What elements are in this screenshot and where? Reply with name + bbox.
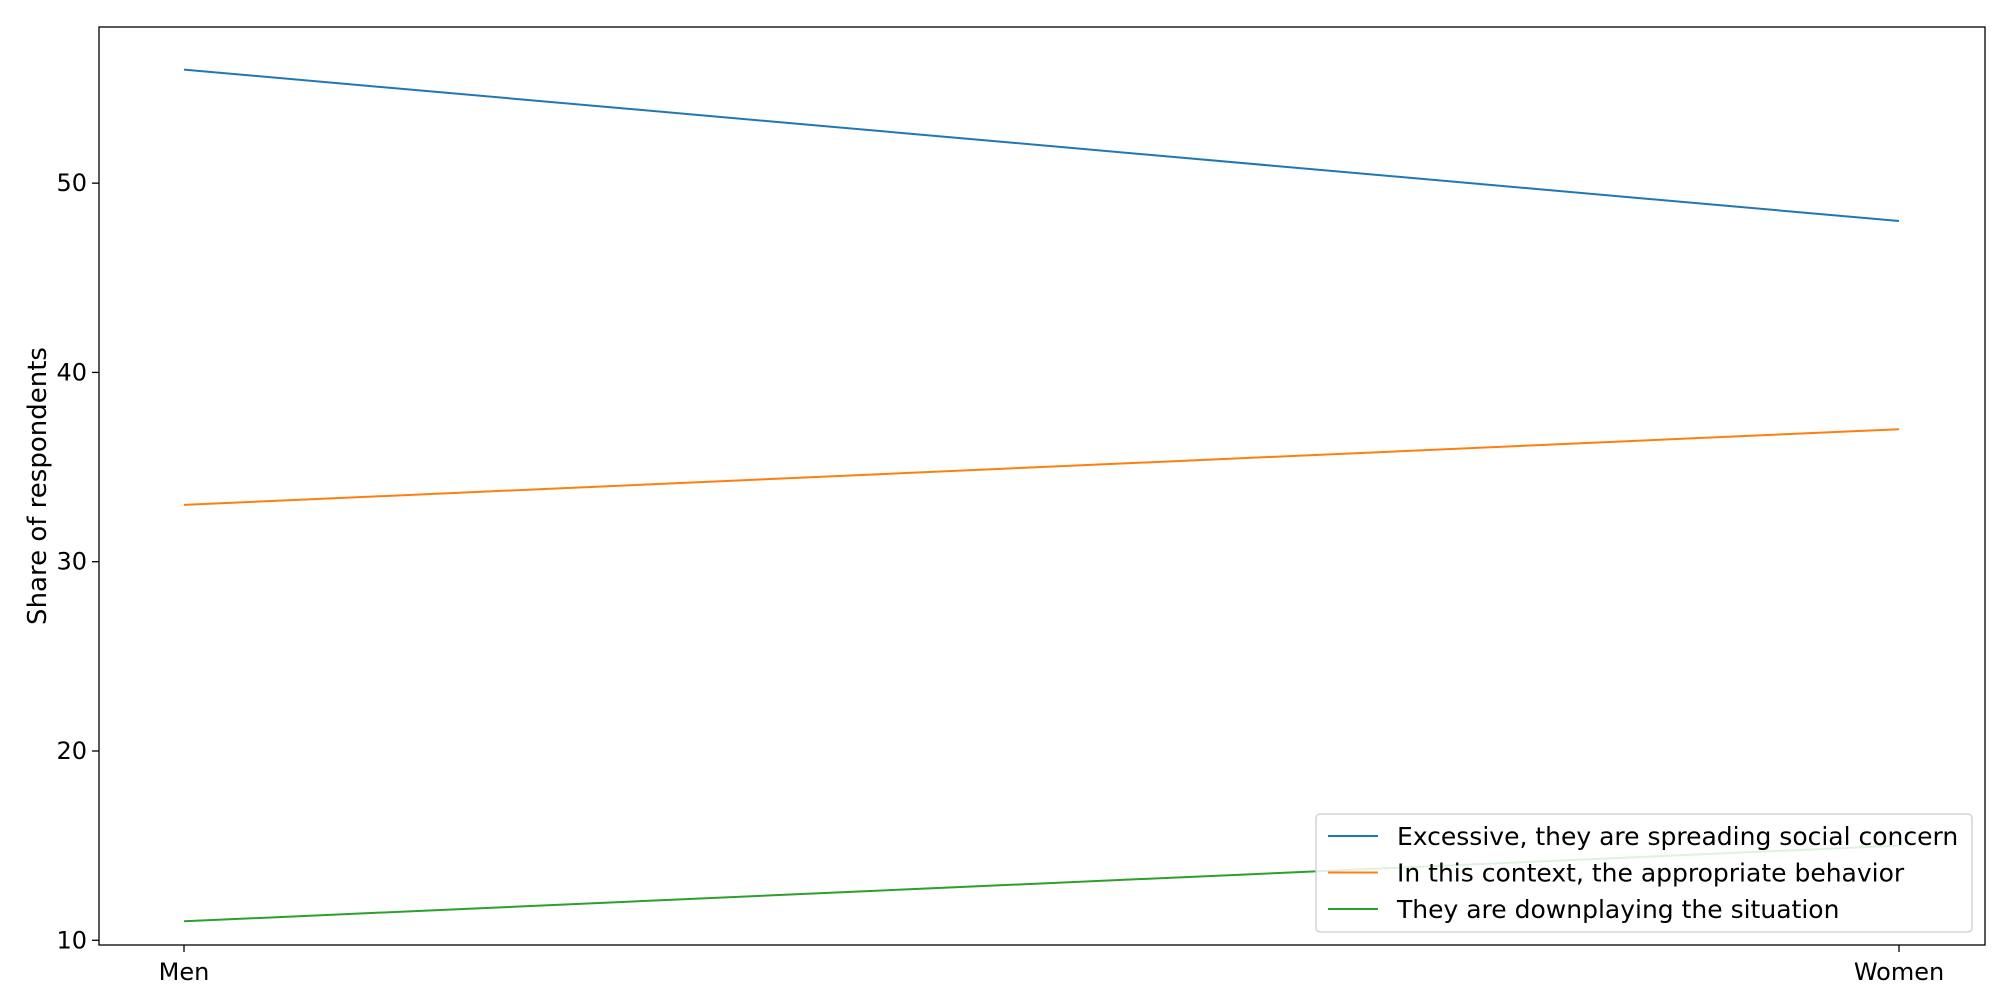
series-line	[183, 428, 1900, 506]
legend-label: In this context, the appropriate behavio…	[1397, 859, 1905, 888]
series-line	[183, 68, 1900, 222]
y-tick-label: 30	[56, 548, 87, 576]
y-axis-ticks: 10 20 30 40 50	[56, 169, 99, 954]
legend: Excessive, they are spreading social con…	[1315, 813, 1973, 933]
y-tick-label: 50	[56, 169, 87, 197]
legend-label: Excessive, they are spreading social con…	[1397, 822, 1958, 851]
y-axis-label: Share of respondents	[23, 347, 53, 625]
y-tick-label: 40	[56, 358, 87, 386]
x-axis-ticks: Men Women	[159, 945, 1944, 986]
legend-box	[1315, 813, 1973, 933]
plot-area	[98, 26, 1986, 946]
y-tick-label: 20	[56, 737, 87, 765]
y-tick-label: 10	[56, 926, 87, 954]
x-tick-label: Men	[159, 958, 210, 986]
legend-label: They are downplaying the situation	[1396, 895, 1839, 924]
x-tick-label: Women	[1854, 958, 1944, 986]
